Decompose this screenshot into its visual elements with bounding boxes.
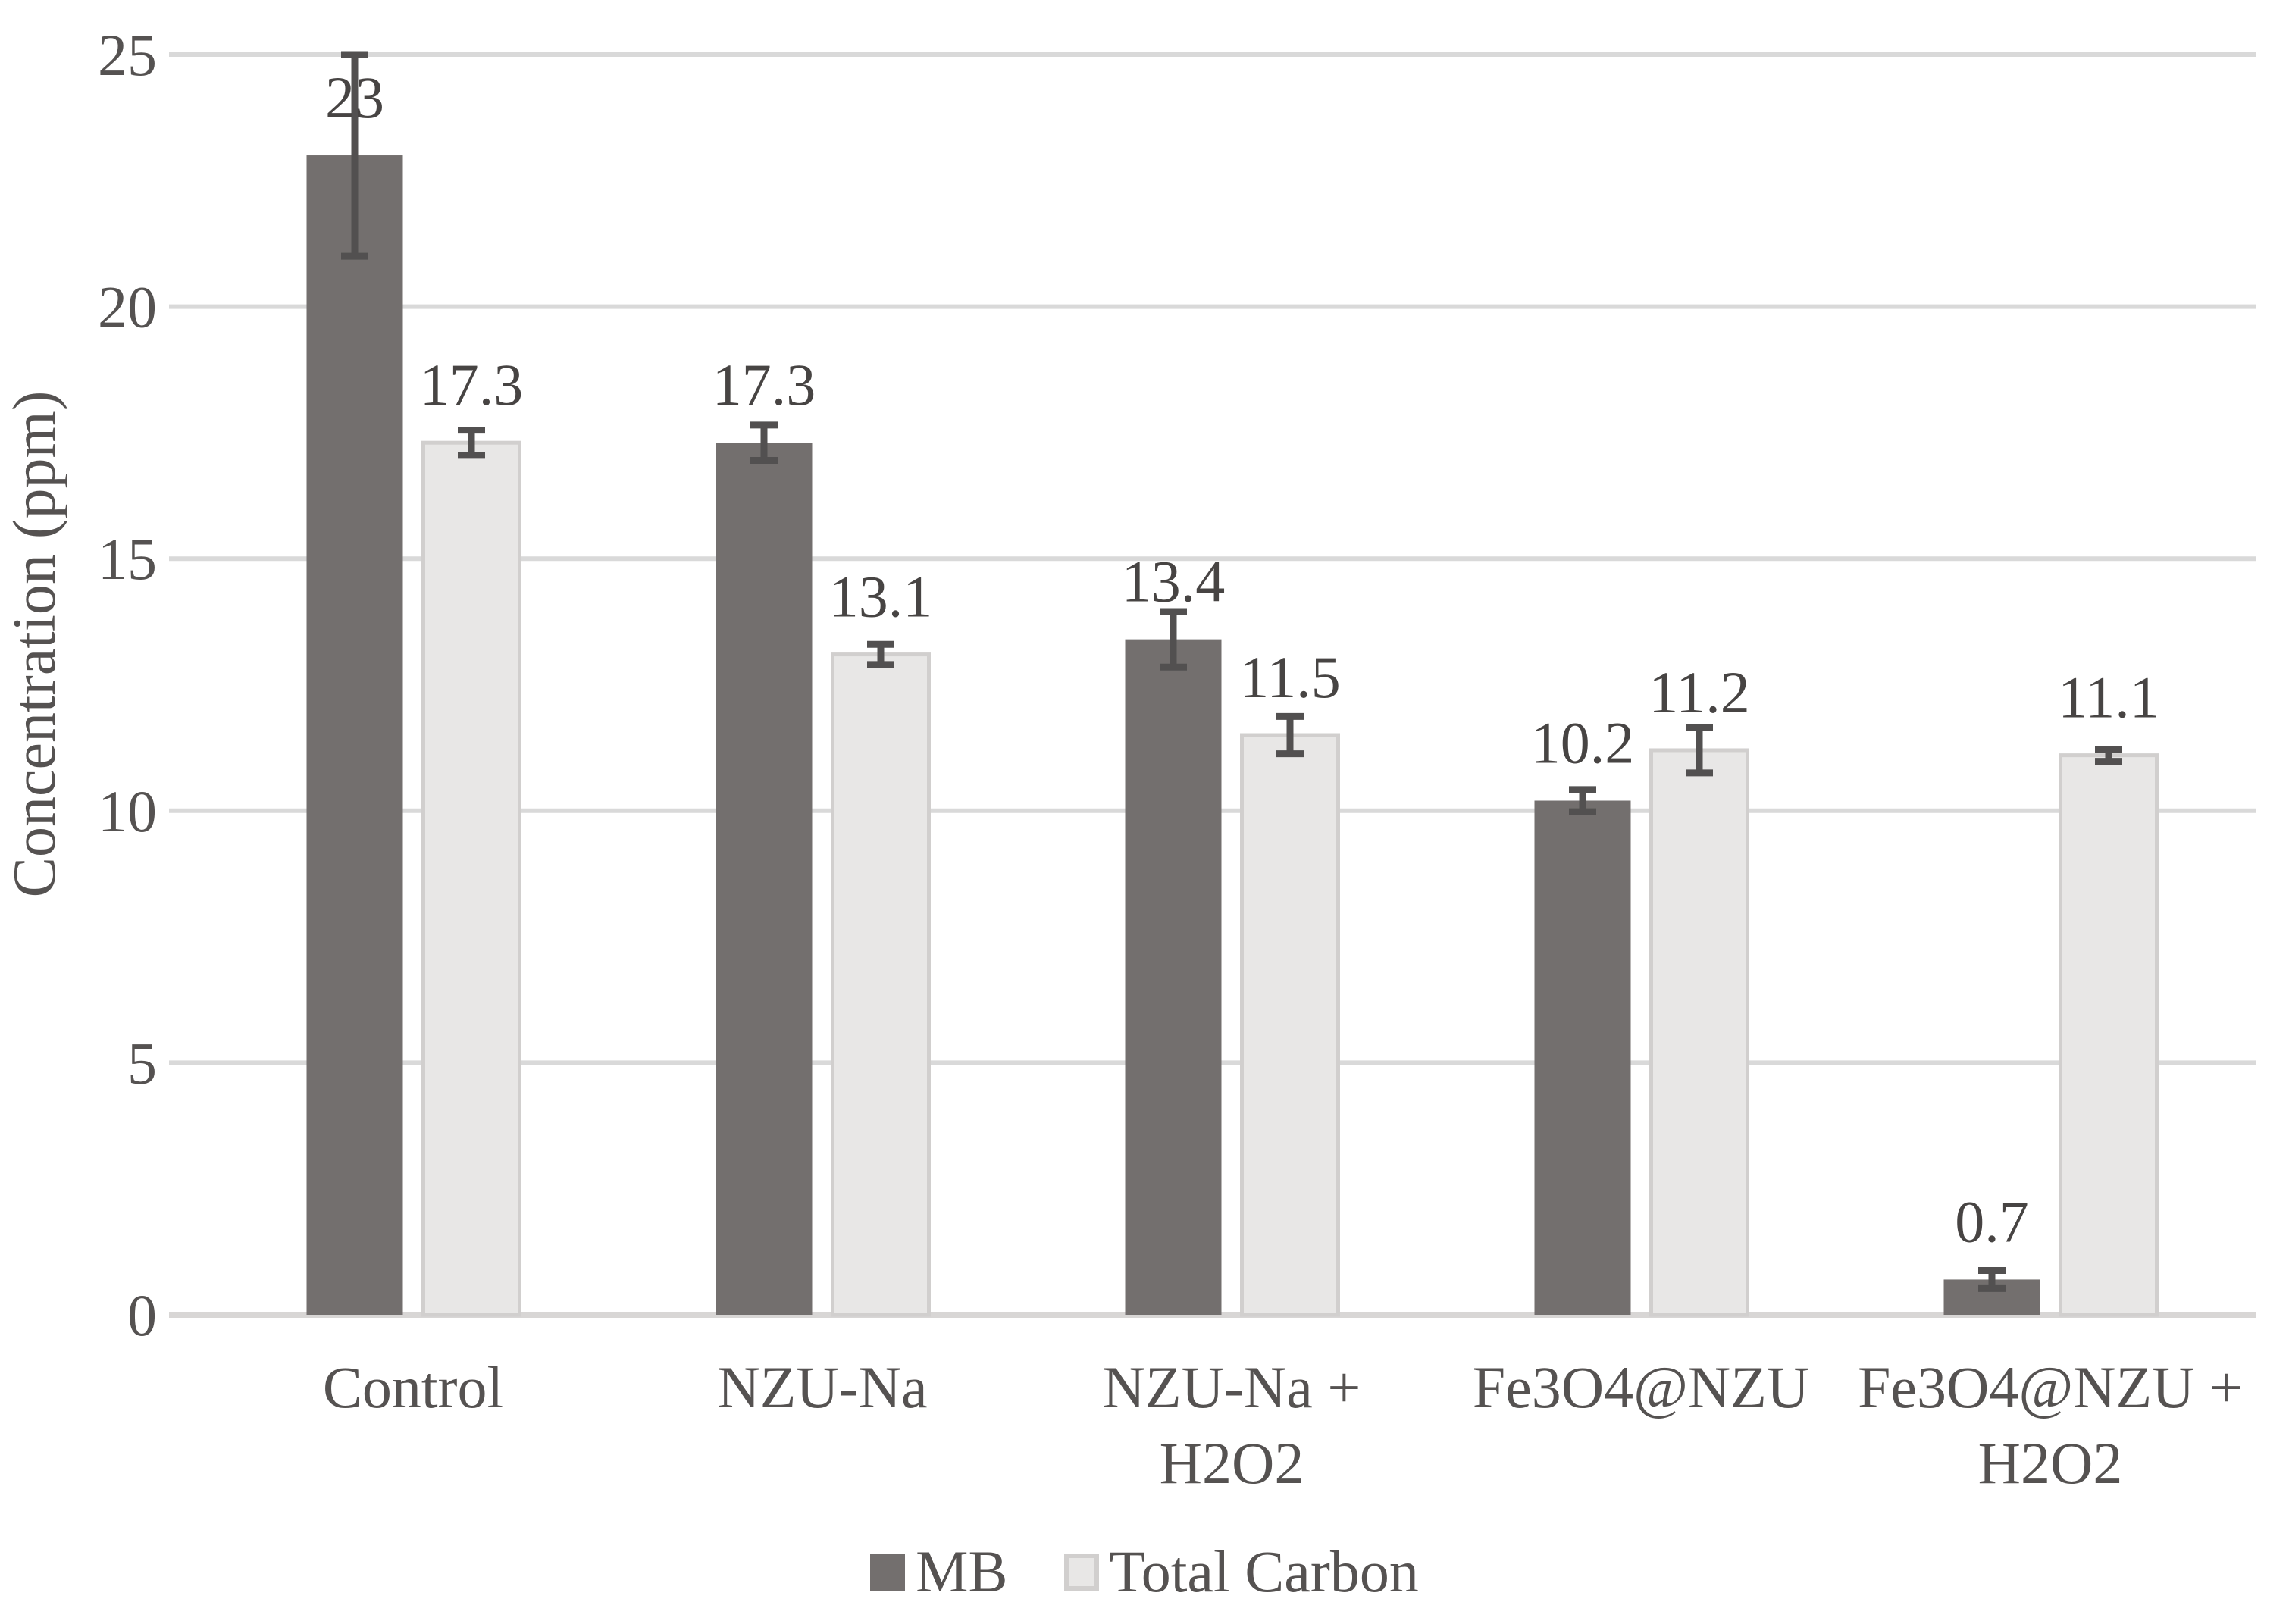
bar-total-carbon: [2059, 753, 2159, 1317]
value-label: 11.1: [2058, 665, 2159, 731]
y-axis-title: Concentration (ppm): [2, 391, 68, 898]
bar-mb: [1534, 800, 1631, 1315]
legend-swatch-mb: [870, 1553, 906, 1591]
bar-total-carbon: [831, 652, 931, 1317]
y-tick-label: 15: [98, 526, 157, 592]
category-label: Fe3O4@NZU: [1473, 1354, 1809, 1420]
legend-label: Total Carbon: [1109, 1538, 1419, 1604]
category-label: NZU-Na: [717, 1354, 927, 1420]
bar-mb: [716, 443, 813, 1315]
value-label: 17.3: [420, 352, 524, 418]
value-label: 13.1: [829, 564, 933, 630]
bars-layer: [306, 155, 2159, 1317]
value-label: 17.3: [712, 352, 816, 418]
legend-item: MB: [870, 1538, 1008, 1604]
value-labels-layer: 23 17.3 13.4 10.2 0.7 17.3 13.1 11.5 11.2 11.1: [325, 64, 2159, 1254]
bar-total-carbon: [421, 440, 521, 1317]
bar-total-carbon: [1649, 748, 1749, 1317]
legend: MB Total Carbon: [0, 1542, 2289, 1601]
bar-total-carbon: [1240, 733, 1340, 1317]
axis-labels-layer: 0 5 10 15 20 25 Control NZU-Na NZU-Na + H2O2 Fe3O4…: [98, 22, 2243, 1496]
category-label: NZU-Na +: [1103, 1354, 1361, 1420]
value-label: 10.2: [1531, 709, 1635, 775]
legend-swatch-total-carbon: [1063, 1553, 1099, 1591]
value-label: 0.7: [1955, 1188, 2029, 1254]
legend-item: Total Carbon: [1063, 1538, 1419, 1604]
value-label: 13.4: [1122, 549, 1226, 615]
category-label: H2O2: [1160, 1430, 1304, 1496]
error-bars-layer: [341, 51, 2122, 1292]
category-label: Fe3O4@NZU +: [1858, 1354, 2243, 1420]
value-label: 11.5: [1239, 644, 1341, 710]
y-tick-label: 10: [98, 778, 157, 844]
y-tick-label: 20: [98, 274, 157, 340]
legend-label: MB: [916, 1538, 1008, 1604]
value-label: 23: [325, 64, 384, 130]
value-label: 11.2: [1649, 659, 1750, 725]
y-tick-label: 25: [98, 22, 157, 88]
y-tick-label: 0: [127, 1282, 157, 1348]
category-label: H2O2: [1978, 1430, 2123, 1496]
bar-mb: [1125, 639, 1222, 1315]
bar-mb: [306, 155, 403, 1315]
category-label: Control: [323, 1354, 503, 1420]
y-tick-label: 5: [127, 1030, 157, 1096]
